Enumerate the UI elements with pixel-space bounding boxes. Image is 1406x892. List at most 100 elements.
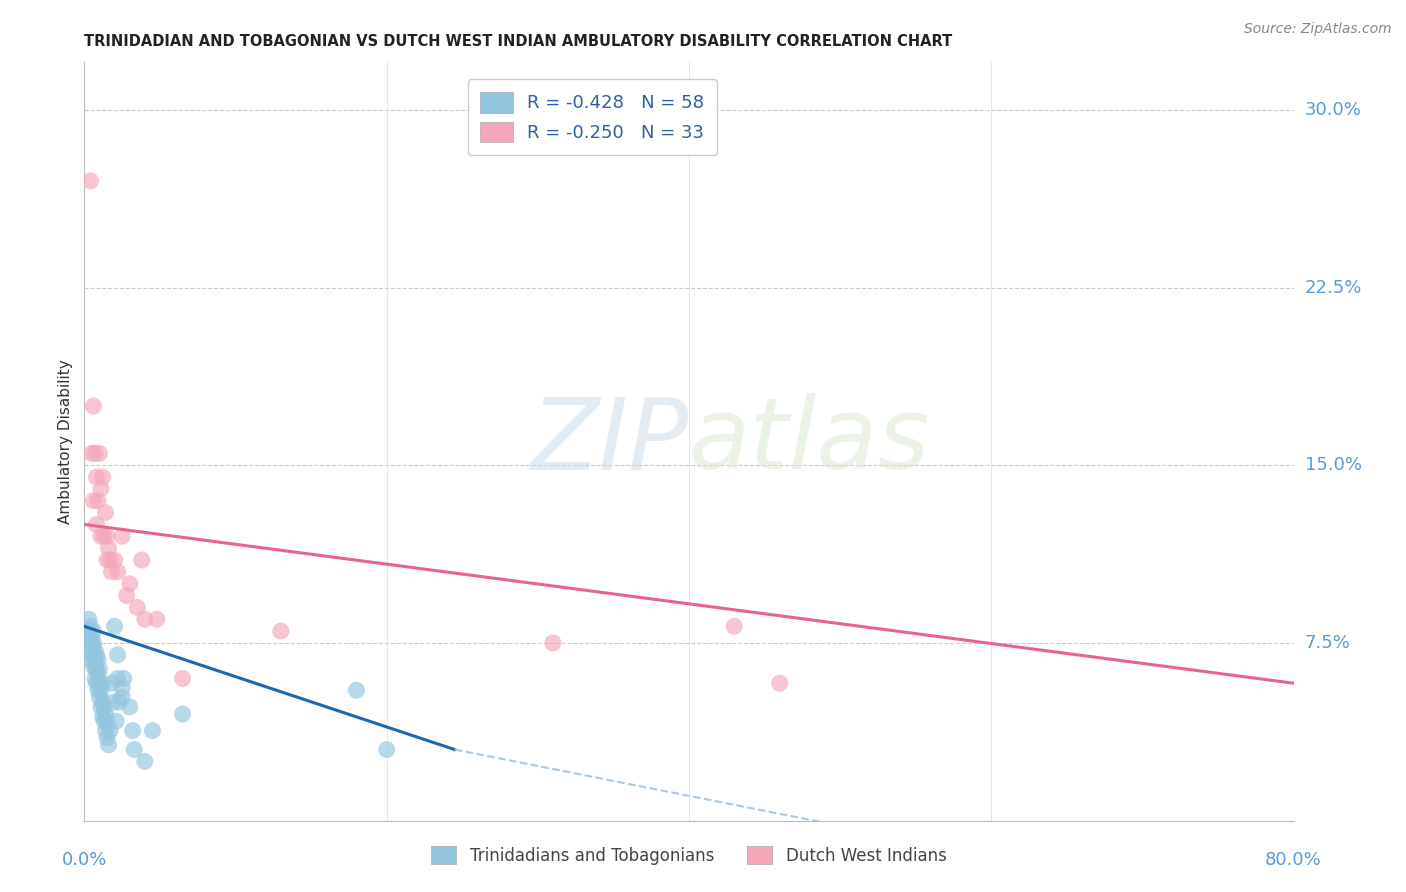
- Point: [172, 706, 194, 721]
- Point: [112, 672, 135, 686]
- Text: 80.0%: 80.0%: [1265, 851, 1322, 869]
- Point: [79, 629, 101, 643]
- Point: [79, 619, 101, 633]
- Point: [84, 672, 107, 686]
- Point: [107, 565, 129, 579]
- Point: [89, 676, 111, 690]
- Point: [86, 470, 108, 484]
- Point: [96, 529, 118, 543]
- Point: [84, 652, 107, 666]
- Point: [96, 731, 118, 745]
- Point: [122, 742, 145, 756]
- Point: [86, 662, 108, 676]
- Text: 15.0%: 15.0%: [1305, 456, 1361, 475]
- Point: [346, 683, 368, 698]
- Point: [375, 742, 398, 756]
- Text: 7.5%: 7.5%: [1305, 634, 1351, 652]
- Point: [146, 612, 169, 626]
- Point: [141, 723, 163, 738]
- Point: [87, 652, 110, 666]
- Point: [82, 659, 104, 673]
- Point: [91, 676, 114, 690]
- Point: [82, 648, 104, 662]
- Point: [541, 636, 564, 650]
- Point: [79, 643, 101, 657]
- Point: [104, 553, 127, 567]
- Point: [104, 619, 127, 633]
- Point: [82, 636, 104, 650]
- Point: [111, 690, 134, 705]
- Point: [90, 482, 112, 496]
- Point: [101, 695, 124, 709]
- Legend: Trinidadians and Tobagonians, Dutch West Indians: Trinidadians and Tobagonians, Dutch West…: [423, 838, 955, 873]
- Point: [134, 612, 156, 626]
- Text: 0.0%: 0.0%: [62, 851, 107, 869]
- Point: [82, 624, 104, 639]
- Point: [87, 683, 110, 698]
- Point: [80, 652, 103, 666]
- Point: [86, 676, 108, 690]
- Point: [76, 636, 98, 650]
- Point: [127, 600, 149, 615]
- Point: [89, 662, 111, 676]
- Point: [79, 174, 101, 188]
- Point: [723, 619, 745, 633]
- Point: [97, 541, 120, 556]
- Point: [111, 681, 134, 695]
- Point: [118, 699, 141, 714]
- Point: [115, 589, 138, 603]
- Point: [84, 657, 107, 672]
- Point: [100, 676, 122, 690]
- Point: [80, 638, 103, 652]
- Text: ZIP: ZIP: [530, 393, 689, 490]
- Point: [89, 690, 111, 705]
- Point: [91, 709, 114, 723]
- Point: [107, 648, 129, 662]
- Point: [97, 738, 120, 752]
- Point: [94, 723, 117, 738]
- Point: [100, 565, 122, 579]
- Text: TRINIDADIAN AND TOBAGONIAN VS DUTCH WEST INDIAN AMBULATORY DISABILITY CORRELATIO: TRINIDADIAN AND TOBAGONIAN VS DUTCH WEST…: [84, 34, 953, 49]
- Text: 22.5%: 22.5%: [1305, 278, 1362, 296]
- Point: [270, 624, 292, 639]
- Point: [107, 672, 129, 686]
- Point: [108, 695, 131, 709]
- Point: [87, 493, 110, 508]
- Point: [80, 648, 103, 662]
- Point: [131, 553, 153, 567]
- Point: [77, 624, 100, 639]
- Point: [121, 723, 143, 738]
- Point: [84, 643, 107, 657]
- Point: [93, 714, 115, 728]
- Point: [91, 470, 114, 484]
- Point: [90, 699, 112, 714]
- Point: [96, 714, 118, 728]
- Point: [93, 529, 115, 543]
- Point: [80, 446, 103, 460]
- Point: [90, 529, 112, 543]
- Text: atlas: atlas: [689, 393, 931, 490]
- Text: 30.0%: 30.0%: [1305, 101, 1361, 119]
- Point: [98, 723, 121, 738]
- Point: [80, 633, 103, 648]
- Point: [105, 714, 128, 728]
- Point: [86, 517, 108, 532]
- Point: [93, 699, 115, 714]
- Point: [87, 666, 110, 681]
- Point: [118, 576, 141, 591]
- Text: Source: ZipAtlas.com: Source: ZipAtlas.com: [1244, 22, 1392, 37]
- Point: [94, 706, 117, 721]
- Point: [84, 446, 107, 460]
- Point: [82, 399, 104, 413]
- Point: [90, 683, 112, 698]
- Point: [111, 529, 134, 543]
- Point: [769, 676, 792, 690]
- Point: [91, 695, 114, 709]
- Y-axis label: Ambulatory Disability: Ambulatory Disability: [58, 359, 73, 524]
- Point: [77, 612, 100, 626]
- Point: [89, 446, 111, 460]
- Point: [82, 493, 104, 508]
- Point: [134, 755, 156, 769]
- Point: [96, 553, 118, 567]
- Point: [98, 553, 121, 567]
